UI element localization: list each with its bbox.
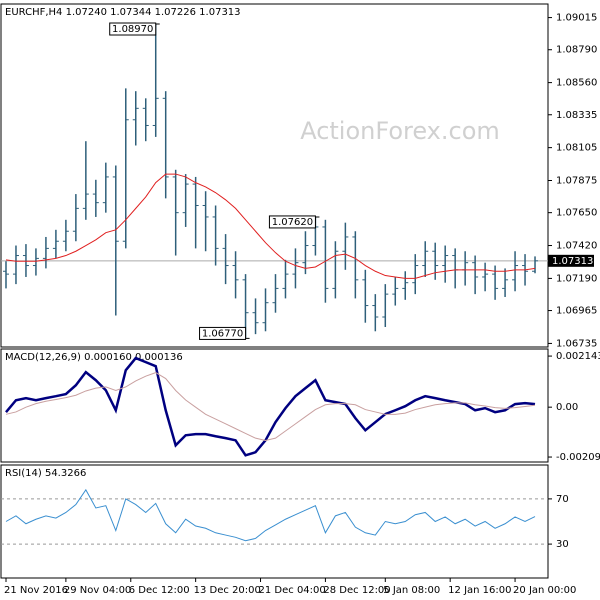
moving-average bbox=[5, 173, 536, 279]
y-tick-label: 30 bbox=[556, 539, 569, 550]
last-price-box bbox=[548, 254, 594, 267]
indicator-line bbox=[5, 356, 536, 457]
y-tick-label: 0.002143 bbox=[556, 351, 600, 362]
x-tick-label: 5 Jan 08:00 bbox=[383, 585, 440, 596]
y-tick-label: 1.06965 bbox=[556, 306, 597, 317]
y-tick-label: 1.07650 bbox=[556, 208, 597, 219]
y-tick-label: 1.07190 bbox=[556, 273, 597, 284]
y-tick-label: 1.09015 bbox=[556, 13, 597, 24]
x-tick-label: 29 Nov 04:00 bbox=[64, 585, 131, 596]
watermark: ActionForex.com bbox=[300, 117, 500, 145]
annotation-label: 1.06770 bbox=[202, 328, 243, 339]
x-tick-label: 6 Dec 12:00 bbox=[129, 585, 190, 596]
annotation-box bbox=[109, 22, 157, 36]
y-tick-label: 0.00 bbox=[556, 402, 578, 413]
indicator-line bbox=[5, 372, 536, 442]
x-tick-label: 28 Dec 12:00 bbox=[323, 585, 390, 596]
x-tick-label: 21 Dec 04:00 bbox=[259, 585, 326, 596]
panel-title: EURCHF,H4 1.07240 1.07344 1.07226 1.0731… bbox=[5, 7, 241, 18]
annotation-label: 1.08970 bbox=[112, 24, 153, 35]
y-tick-label: 1.07420 bbox=[556, 241, 597, 252]
x-tick-label: 21 Nov 2016 bbox=[4, 585, 68, 596]
panel-frame bbox=[0, 3, 549, 348]
x-tick-label: 12 Jan 16:00 bbox=[448, 585, 511, 596]
panel-title: MACD(12,26,9) 0.000160 0.000136 bbox=[5, 352, 183, 363]
indicator-line bbox=[5, 488, 536, 542]
x-tick-label: 20 Jan 00:00 bbox=[513, 585, 576, 596]
y-tick-label: 70 bbox=[556, 494, 569, 505]
x-tick-label: 13 Dec 20:00 bbox=[194, 585, 261, 596]
y-tick-label: -0.002092 bbox=[556, 452, 600, 463]
y-tick-label: 1.08560 bbox=[556, 78, 597, 89]
y-tick-label: 1.08105 bbox=[556, 143, 597, 154]
y-tick-label: 1.06735 bbox=[556, 338, 597, 349]
panel-frame bbox=[0, 348, 549, 463]
panel-frame bbox=[0, 464, 549, 579]
annotation-box bbox=[268, 215, 316, 229]
annotation-box bbox=[199, 326, 247, 340]
y-tick-label: 1.07875 bbox=[556, 176, 597, 187]
annotation-label: 1.07620 bbox=[272, 217, 313, 228]
y-tick-label: 1.08335 bbox=[556, 110, 597, 121]
y-tick-label: 1.08790 bbox=[556, 45, 597, 56]
panel-title: RSI(14) 54.3266 bbox=[5, 468, 86, 479]
last-price-label: 1.07313 bbox=[552, 256, 593, 267]
